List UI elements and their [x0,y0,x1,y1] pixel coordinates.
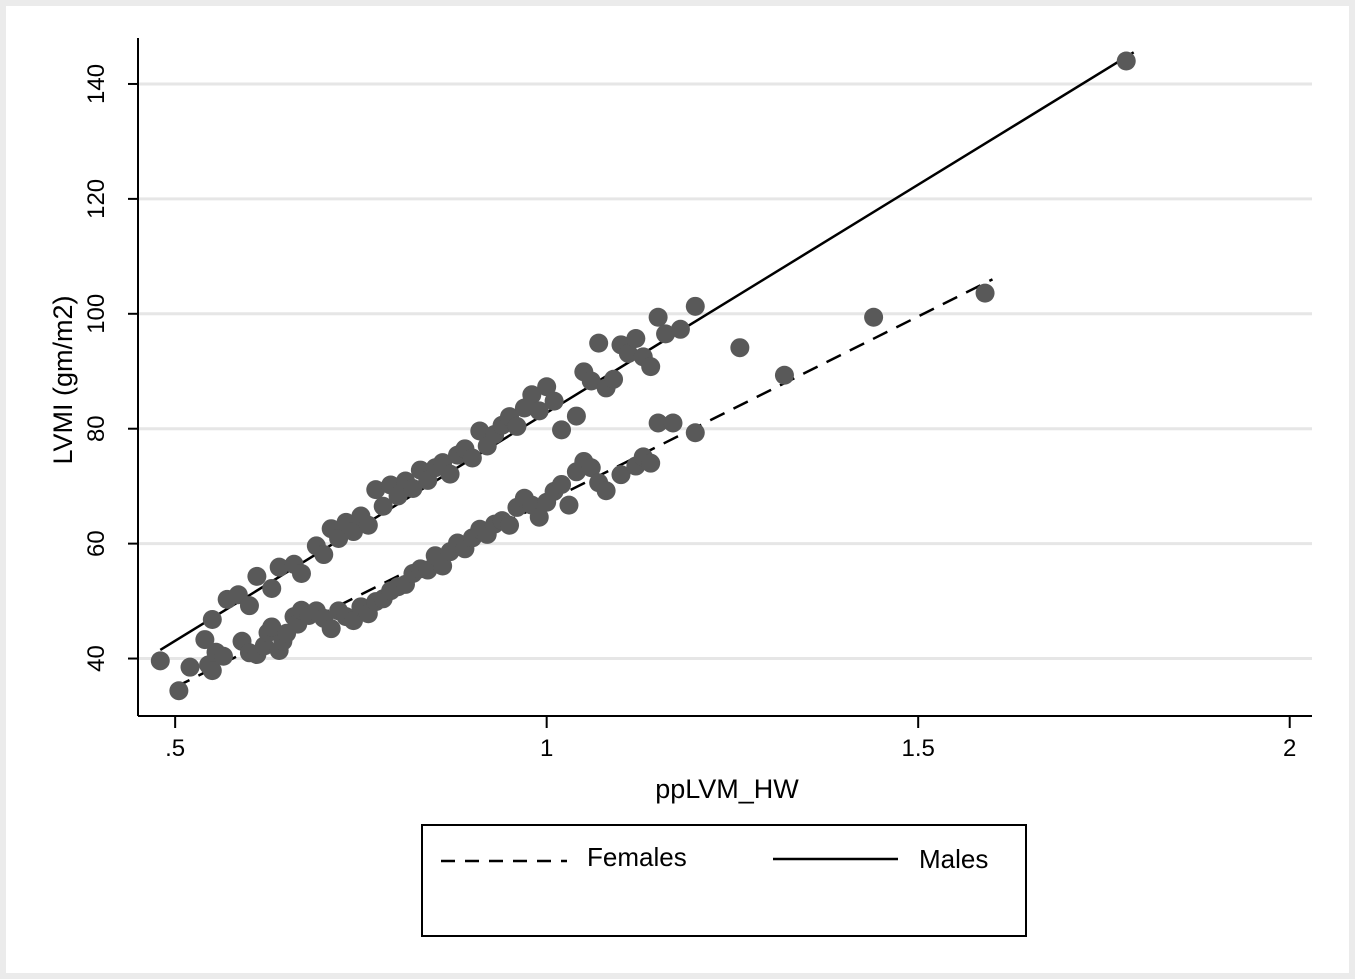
legend-item-females: Females [439,842,719,872]
y-tick-label: 120 [83,179,110,219]
y-tick-label: 40 [83,645,110,672]
data-point [213,646,233,666]
data-point [685,423,705,443]
y-tick-label: 140 [83,64,110,104]
legend-swatch-solid [773,857,898,861]
data-point [864,307,884,327]
data-point [1116,51,1136,71]
data-point [656,324,676,344]
data-point [552,420,572,440]
legend-item-males: Males [773,842,1023,874]
data-point [358,515,378,535]
x-axis-label: ppLVM_HW [655,774,799,804]
data-point [262,617,282,637]
data-point [366,480,386,500]
data-point [343,522,363,542]
data-point [552,474,572,494]
data-point [314,545,334,565]
data-point [403,478,423,498]
data-point [202,661,222,681]
x-tick-label: 1.5 [902,735,935,762]
data-point [730,338,750,358]
data-point [262,578,282,598]
data-point [462,448,482,468]
data-point [559,495,579,515]
data-point [388,486,408,506]
y-tick-label: 60 [83,530,110,557]
data-point [239,596,259,616]
data-point [596,481,616,501]
legend: Females Males [421,824,1027,937]
fit-line-females [174,278,994,689]
data-point [604,369,624,389]
data-point [566,406,586,426]
legend-label-females: Females [587,842,687,872]
data-point [321,619,341,639]
data-point [329,528,349,548]
data-point [641,453,661,473]
data-point [774,365,794,385]
data-point [373,496,393,516]
data-point [663,413,683,433]
data-point [618,343,638,363]
data-points [150,51,1136,701]
data-point [581,371,601,391]
data-point [169,681,189,701]
x-tick-label: .5 [165,735,185,762]
data-point [537,377,557,397]
data-point [648,307,668,327]
data-point [247,566,267,586]
data-point [529,401,549,421]
data-point [581,458,601,478]
data-point [269,557,289,577]
data-point [433,556,453,576]
data-point [975,283,995,303]
data-point [291,564,311,584]
data-point [641,357,661,377]
data-point [648,413,668,433]
data-point [522,385,542,405]
data-point [440,464,460,484]
data-point [685,296,705,316]
data-point [544,391,564,411]
data-point [529,507,549,527]
legend-swatch-dashed [441,859,567,863]
axes: 40 60 80 100 120 140 .5 1 1.5 2 [83,38,1312,762]
x-tick-label: 2 [1283,735,1296,762]
y-tick-label: 80 [83,415,110,442]
data-point [589,333,609,353]
data-point [670,319,690,339]
y-axis-label: LVMI (gm/m2) [48,295,78,464]
data-point [626,329,646,349]
data-point [470,421,490,441]
data-point [150,651,170,671]
data-point [507,416,527,436]
x-tick-label: 1 [540,735,553,762]
y-tick-label: 100 [83,294,110,334]
data-point [500,515,520,535]
data-point [195,630,215,650]
legend-label-males: Males [919,844,989,874]
data-point [418,560,438,580]
data-point [180,657,200,677]
data-point [611,465,631,485]
data-point [202,609,222,629]
